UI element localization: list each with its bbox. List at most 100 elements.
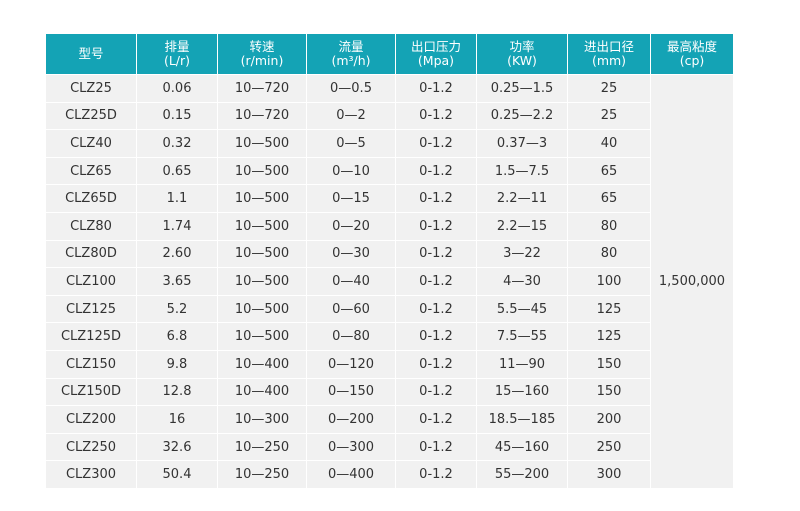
cell-speed: 10—500 xyxy=(218,240,306,268)
cell-model: CLZ250 xyxy=(46,433,136,461)
cell-outlet-pressure: 0-1.2 xyxy=(396,433,476,461)
cell-flow: 0—2 xyxy=(307,102,395,130)
cell-displacement: 0.15 xyxy=(137,102,217,130)
cell-flow: 0—15 xyxy=(307,185,395,212)
header-row: 型号 排量 (L/r) 转速 (r/min) 流量 (m³/h) 出口压力 (Mpa) … xyxy=(46,34,733,74)
cell-flow: 0—150 xyxy=(307,378,395,406)
cell-flow: 0—300 xyxy=(307,433,395,461)
cell-port-diameter: 40 xyxy=(568,130,650,157)
cell-power: 0.37—3 xyxy=(477,130,567,157)
cell-displacement: 1.1 xyxy=(137,185,217,212)
cell-port-diameter: 65 xyxy=(568,157,650,185)
cell-model: CLZ125 xyxy=(46,295,136,323)
cell-speed: 10—400 xyxy=(218,378,306,406)
cell-outlet-pressure: 0-1.2 xyxy=(396,378,476,406)
cell-speed: 10—250 xyxy=(218,433,306,461)
cell-model: CLZ80 xyxy=(46,212,136,240)
cell-model: CLZ25D xyxy=(46,102,136,130)
cell-power: 5.5—45 xyxy=(477,295,567,323)
cell-speed: 10—500 xyxy=(218,212,306,240)
cell-power: 2.2—15 xyxy=(477,212,567,240)
cell-flow: 0—5 xyxy=(307,130,395,157)
cell-port-diameter: 25 xyxy=(568,102,650,130)
cell-displacement: 5.2 xyxy=(137,295,217,323)
cell-power: 1.5—7.5 xyxy=(477,157,567,185)
cell-outlet-pressure: 0-1.2 xyxy=(396,461,476,488)
table-row: CLZ25 0.06 10—720 0—0.5 0-1.2 0.25—1.5 25 1,500… xyxy=(46,75,733,488)
cell-model: CLZ125D xyxy=(46,323,136,350)
cell-displacement: 1.74 xyxy=(137,212,217,240)
table-row: CLZ40 0.32 10—500 0—5 0-1.2 0.37—3 40 xyxy=(46,130,733,157)
cell-port-diameter: 250 xyxy=(568,433,650,461)
cell-outlet-pressure: 0-1.2 xyxy=(396,130,476,157)
table-header: 型号 排量 (L/r) 转速 (r/min) 流量 (m³/h) 出口压力 (Mpa) … xyxy=(46,34,733,74)
cell-speed: 10—500 xyxy=(218,268,306,295)
cell-displacement: 16 xyxy=(137,406,217,433)
cell-displacement: 6.8 xyxy=(137,323,217,350)
header-speed: 转速 (r/min) xyxy=(218,34,306,74)
cell-model: CLZ40 xyxy=(46,130,136,157)
cell-model: CLZ65D xyxy=(46,185,136,212)
table-row: CLZ125 5.2 10—500 0—60 0-1.2 5.5—45 125 xyxy=(46,295,733,323)
header-max-viscosity: 最高粘度 (cp) xyxy=(651,34,733,74)
cell-port-diameter: 100 xyxy=(568,268,650,295)
cell-flow: 0—10 xyxy=(307,157,395,185)
table-row: CLZ200 16 10—300 0—200 0-1.2 18.5—185 200 xyxy=(46,406,733,433)
table-row: CLZ125D 6.8 10—500 0—80 0-1.2 7.5—55 125 xyxy=(46,323,733,350)
cell-port-diameter: 200 xyxy=(568,406,650,433)
cell-power: 45—160 xyxy=(477,433,567,461)
cell-displacement: 12.8 xyxy=(137,378,217,406)
cell-model: CLZ150D xyxy=(46,378,136,406)
header-model: 型号 xyxy=(46,34,136,74)
table-row: CLZ300 50.4 10—250 0—400 0-1.2 55—200 300 xyxy=(46,461,733,488)
cell-flow: 0—60 xyxy=(307,295,395,323)
cell-power: 7.5—55 xyxy=(477,323,567,350)
pump-spec-table: 型号 排量 (L/r) 转速 (r/min) 流量 (m³/h) 出口压力 (Mpa) … xyxy=(45,33,734,489)
cell-outlet-pressure: 0-1.2 xyxy=(396,295,476,323)
cell-displacement: 0.32 xyxy=(137,130,217,157)
cell-flow: 0—40 xyxy=(307,268,395,295)
cell-outlet-pressure: 0-1.2 xyxy=(396,212,476,240)
cell-displacement: 32.6 xyxy=(137,433,217,461)
cell-power: 15—160 xyxy=(477,378,567,406)
cell-port-diameter: 125 xyxy=(568,295,650,323)
cell-outlet-pressure: 0-1.2 xyxy=(396,102,476,130)
table-row: CLZ25D 0.15 10—720 0—2 0-1.2 0.25—2.2 25 xyxy=(46,102,733,130)
cell-model: CLZ150 xyxy=(46,350,136,378)
cell-power: 55—200 xyxy=(477,461,567,488)
cell-speed: 10—720 xyxy=(218,75,306,102)
cell-outlet-pressure: 0-1.2 xyxy=(396,240,476,268)
cell-power: 3—22 xyxy=(477,240,567,268)
header-displacement: 排量 (L/r) xyxy=(137,34,217,74)
cell-speed: 10—500 xyxy=(218,323,306,350)
spec-table-container: 型号 排量 (L/r) 转速 (r/min) 流量 (m³/h) 出口压力 (Mpa) … xyxy=(46,34,734,489)
cell-power: 0.25—1.5 xyxy=(477,75,567,102)
cell-speed: 10—250 xyxy=(218,461,306,488)
cell-power: 11—90 xyxy=(477,350,567,378)
cell-power: 2.2—11 xyxy=(477,185,567,212)
header-power: 功率 (KW) xyxy=(477,34,567,74)
cell-power: 4—30 xyxy=(477,268,567,295)
header-flow: 流量 (m³/h) xyxy=(307,34,395,74)
table-row: CLZ65 0.65 10—500 0—10 0-1.2 1.5—7.5 65 xyxy=(46,157,733,185)
cell-speed: 10—500 xyxy=(218,185,306,212)
cell-speed: 10—720 xyxy=(218,102,306,130)
header-port-diameter: 进出口径 (mm) xyxy=(568,34,650,74)
cell-outlet-pressure: 0-1.2 xyxy=(396,406,476,433)
table-row: CLZ80D 2.60 10—500 0—30 0-1.2 3—22 80 xyxy=(46,240,733,268)
cell-port-diameter: 80 xyxy=(568,240,650,268)
cell-speed: 10—500 xyxy=(218,295,306,323)
cell-power: 18.5—185 xyxy=(477,406,567,433)
cell-flow: 0—120 xyxy=(307,350,395,378)
table-row: CLZ150D 12.8 10—400 0—150 0-1.2 15—160 150 xyxy=(46,378,733,406)
cell-speed: 10—500 xyxy=(218,157,306,185)
table-row: CLZ65D 1.1 10—500 0—15 0-1.2 2.2—11 65 xyxy=(46,185,733,212)
cell-displacement: 50.4 xyxy=(137,461,217,488)
cell-outlet-pressure: 0-1.2 xyxy=(396,323,476,350)
cell-port-diameter: 125 xyxy=(568,323,650,350)
cell-model: CLZ200 xyxy=(46,406,136,433)
cell-speed: 10—500 xyxy=(218,130,306,157)
cell-power: 0.25—2.2 xyxy=(477,102,567,130)
cell-model: CLZ25 xyxy=(46,75,136,102)
header-outlet-pressure: 出口压力 (Mpa) xyxy=(396,34,476,74)
